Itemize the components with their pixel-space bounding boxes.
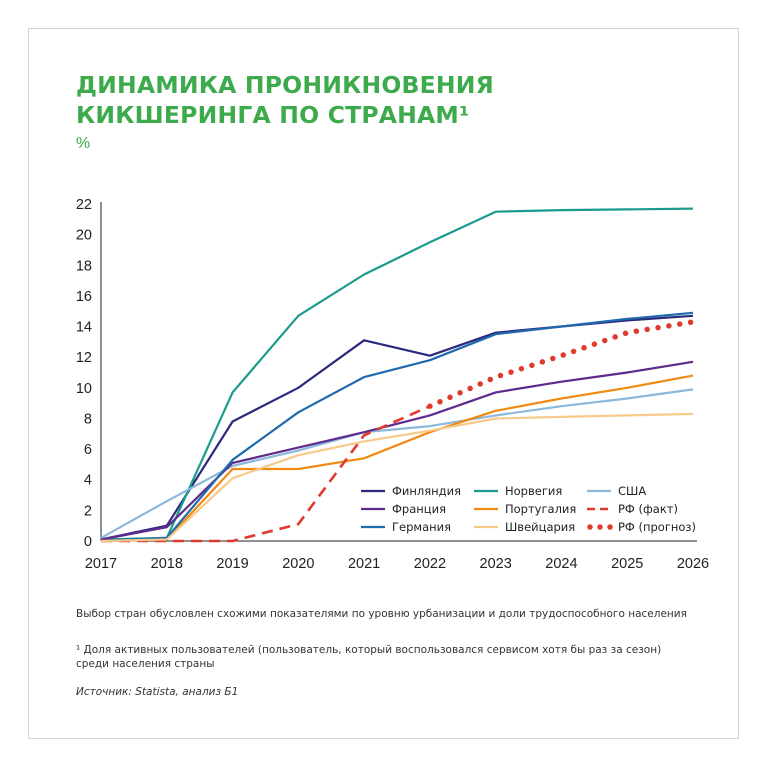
legend-label: Германия: [392, 520, 451, 534]
selection-note: Выбор стран обусловлен схожими показател…: [76, 608, 687, 620]
series-line-германия: [100, 311, 694, 543]
legend-label: Франция: [392, 502, 446, 516]
x-tick-label: 2024: [545, 556, 577, 572]
x-tick-label: 2022: [414, 556, 446, 572]
legend-label: Норвегия: [505, 484, 562, 498]
y-tick-label: 20: [76, 228, 92, 244]
legend-label: Швейцария: [505, 520, 575, 534]
unit-label: %: [76, 135, 91, 152]
legend-label: Португалия: [505, 502, 576, 516]
legend-label: Финляндия: [392, 484, 461, 498]
series-line-франция: [100, 360, 694, 541]
chart-title-line-2: КИКШЕРИНГА ПО СТРАНАМ¹: [76, 101, 470, 129]
chart-title-line-1: ДИНАМИКА ПРОНИКНОВЕНИЯ: [76, 71, 494, 99]
x-tick-label: 2025: [611, 556, 643, 572]
chart-card: [28, 28, 739, 739]
y-tick-label: 0: [84, 534, 92, 550]
x-tick-label: 2018: [151, 556, 183, 572]
y-tick-label: 22: [76, 197, 92, 213]
y-tick-label: 8: [84, 411, 92, 427]
series-line-португалия: [100, 374, 694, 543]
footnote-line-2: среди населения страны: [76, 658, 215, 670]
x-tick-label: 2017: [85, 556, 117, 572]
chart-title: ДИНАМИКА ПРОНИКНОВЕНИЯ КИКШЕРИНГА ПО СТР…: [76, 70, 676, 130]
series-line-норвегия: [100, 207, 694, 541]
legend-label: США: [618, 484, 646, 498]
x-tick-label: 2023: [480, 556, 512, 572]
y-tick-label: 10: [76, 381, 92, 397]
y-tick-label: 2: [84, 503, 92, 519]
legend-label: РФ (факт): [618, 502, 678, 516]
legend-label: РФ (прогноз): [618, 520, 696, 534]
y-tick-label: 14: [76, 320, 92, 336]
y-tick-label: 18: [76, 258, 92, 274]
footnote-line-1: ¹ Доля активных пользователей (пользоват…: [76, 644, 662, 656]
source-note: Источник: Statista, анализ Б1: [76, 686, 239, 698]
y-tick-label: 12: [76, 350, 92, 366]
x-tick-label: 2020: [282, 556, 314, 572]
series-line-рф-прогноз: [427, 319, 696, 409]
series-line-сша: [100, 388, 694, 539]
y-tick-label: 16: [76, 289, 92, 305]
series-line-рф-факт: [101, 405, 431, 543]
x-tick-label: 2026: [677, 556, 709, 572]
x-tick-label: 2019: [216, 556, 248, 572]
y-tick-label: 4: [84, 473, 92, 489]
y-tick-label: 6: [84, 442, 92, 458]
series-line-швейцария: [100, 412, 694, 543]
x-tick-label: 2021: [348, 556, 380, 572]
